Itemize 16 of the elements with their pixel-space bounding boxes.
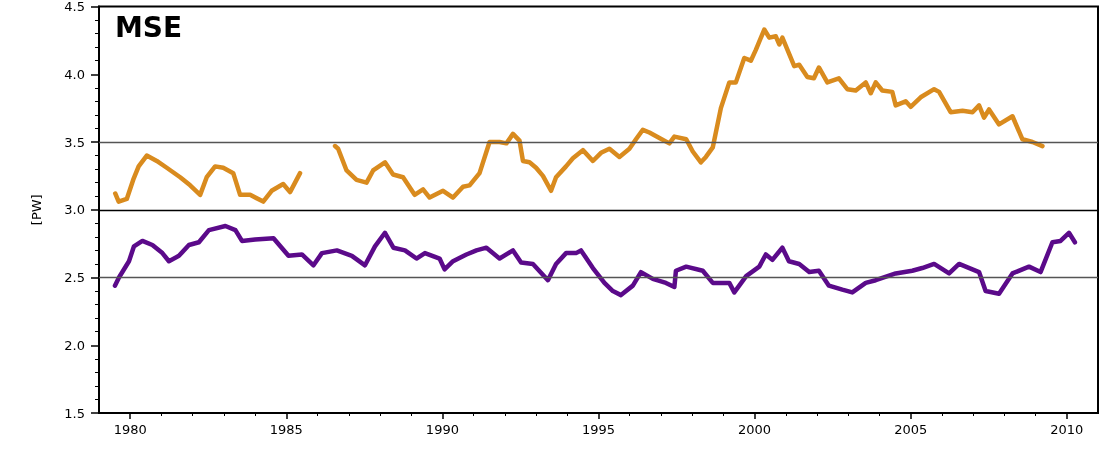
chart-title: MSE — [115, 10, 183, 44]
x-tick-label: 2000 — [738, 422, 772, 437]
x-tick-label: 2005 — [894, 422, 928, 437]
y-tick-label: 3.0 — [64, 202, 85, 218]
y-axis-title: [PW] — [29, 194, 44, 226]
y-tick-label: 4.0 — [64, 66, 85, 82]
y-tick-label: 1.5 — [64, 405, 85, 421]
x-tick-label: 1985 — [269, 422, 303, 437]
x-tick-label: 1980 — [113, 422, 147, 437]
x-tick-label: 2010 — [1050, 422, 1084, 437]
y-tick-label: 2.0 — [64, 337, 85, 353]
y-tick-label: 2.5 — [64, 270, 85, 285]
y-tick-label: 4.5 — [64, 0, 85, 14]
x-tick-label: 1990 — [425, 422, 459, 437]
x-tick-label: 1995 — [581, 422, 616, 437]
y-tick-label: 3.5 — [64, 134, 85, 150]
